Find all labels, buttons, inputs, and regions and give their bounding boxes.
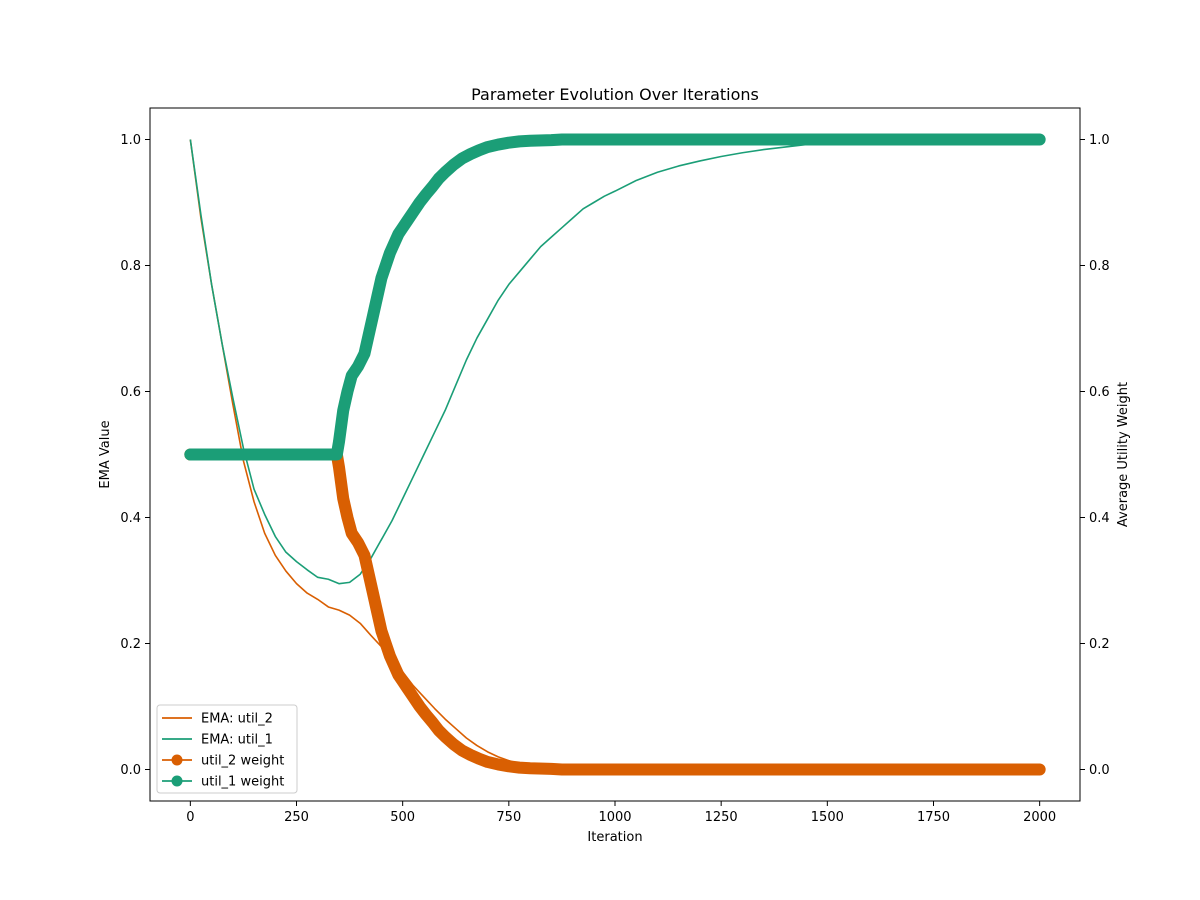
legend-item-ema-util-1: EMA: util_1 [162, 733, 273, 748]
legend-box [156, 704, 298, 794]
legend-item-util-1-weight: util_1 weight [162, 775, 284, 790]
y-tick-label-right: 0.6 [1089, 385, 1110, 400]
y-tick-label-left: 0.8 [120, 259, 141, 274]
y-tick-label-left: 0.0 [120, 763, 141, 778]
legend-swatch-marker [171, 754, 183, 766]
x-tick-label: 1250 [705, 810, 738, 825]
legend-label: EMA: util_2 [201, 712, 273, 727]
legend-item-util-2-weight: util_2 weight [162, 754, 284, 769]
x-tick-label: 2000 [1023, 810, 1056, 825]
y-tick-label-right: 0.2 [1089, 637, 1110, 652]
x-tick-label: 1750 [917, 810, 950, 825]
x-axis-label: Iteration [587, 830, 642, 845]
x-tick-label: 1500 [811, 810, 844, 825]
series-ema-util-1 [189, 138, 1040, 585]
legend-item-ema-util-2: EMA: util_2 [162, 712, 273, 727]
y-axis-label-right: Average Utility Weight [1116, 382, 1131, 527]
y-tick-label-right: 1.0 [1089, 133, 1110, 148]
chart-title: Parameter Evolution Over Iterations [471, 85, 759, 104]
y-axis-right: 0.0 0.2 0.4 0.6 0.8 1.0 [1080, 133, 1110, 778]
y-tick-label-left: 1.0 [120, 133, 141, 148]
y-tick-label-left: 0.4 [120, 511, 141, 526]
series-util-2-weight [184, 448, 1046, 776]
x-tick-label: 250 [284, 810, 309, 825]
legend: EMA: util_2 EMA: util_1 util_2 weight util_… [156, 704, 298, 794]
legend-label: EMA: util_1 [201, 733, 273, 748]
series-line-util-2-weight [184, 448, 1046, 776]
y-tick-label-right: 0.4 [1089, 511, 1110, 526]
x-tick-label: 750 [496, 810, 521, 825]
y-tick-label-right: 0.0 [1089, 763, 1110, 778]
x-axis: 0 250 500 750 1000 1250 1500 1750 2000 [186, 801, 1056, 825]
x-tick-label: 1000 [598, 810, 631, 825]
series-layer [184, 133, 1046, 776]
series-line-ema-util-1 [189, 138, 1040, 585]
legend-swatch-marker [171, 775, 183, 787]
y-axis-left: 0.0 0.2 0.4 0.6 0.8 1.0 [120, 133, 150, 778]
legend-label: util_1 weight [201, 775, 284, 790]
series-util-1-weight [184, 133, 1046, 461]
series-line-util-1-weight [184, 133, 1046, 461]
y-tick-label-right: 0.8 [1089, 259, 1110, 274]
y-tick-label-left: 0.6 [120, 385, 141, 400]
y-tick-label-left: 0.2 [120, 637, 141, 652]
y-axis-label-left: EMA Value [98, 420, 113, 488]
x-tick-label: 500 [390, 810, 415, 825]
x-tick-label: 0 [186, 810, 194, 825]
legend-label: util_2 weight [201, 754, 284, 769]
